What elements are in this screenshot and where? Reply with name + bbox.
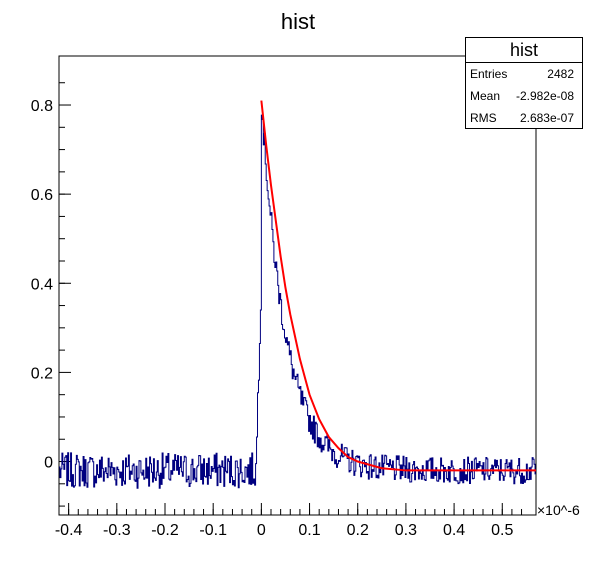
x-tick-label: -0.3 (103, 522, 131, 539)
entries-label: Entries (470, 67, 508, 81)
x-multiplier-label: ×10^-6 (537, 502, 580, 518)
y-axis: 0 0.2 0.4 0.6 0.8 (31, 82, 71, 507)
entries-value: 2482 (547, 67, 574, 81)
rms-label: RMS (470, 111, 497, 125)
rms-value: 2.683e-07 (519, 111, 574, 125)
stats-row-entries: Entries 2482 (466, 63, 582, 85)
y-tick-label: 0.6 (31, 187, 53, 204)
x-tick-label: 0.4 (443, 522, 465, 539)
x-tick-label: 0.1 (298, 522, 320, 539)
x-tick-label: 0 (257, 522, 266, 539)
y-tick-label: 0.2 (31, 365, 53, 382)
mean-value: -2.982e-08 (515, 89, 574, 103)
x-tick-label: -0.2 (151, 522, 179, 539)
x-tick-label: 0.2 (347, 522, 369, 539)
x-tick-label: -0.1 (199, 522, 227, 539)
stats-title: hist (466, 38, 582, 63)
fit-layer (260, 100, 536, 472)
y-tick-label: 0 (44, 455, 53, 472)
x-axis: -0.4 -0.3 -0.2 -0.1 0 0.1 0.2 0.3 0.4 0.5 (55, 503, 523, 539)
stats-row-mean: Mean -2.982e-08 (466, 85, 582, 107)
y-tick-label: 0.8 (31, 98, 53, 115)
histogram-layer (59, 114, 536, 489)
x-tick-label: -0.4 (55, 522, 83, 539)
y-tick-label: 0.4 (31, 276, 53, 293)
mean-label: Mean (470, 89, 501, 103)
x-tick-label: 0.3 (395, 522, 417, 539)
x-tick-label: 0.5 (491, 522, 513, 539)
plot-frame (58, 55, 537, 516)
stats-row-rms: RMS 2.683e-07 (466, 107, 582, 129)
fit-curve (260, 100, 536, 472)
histogram-bars (59, 114, 536, 489)
stats-box: hist Entries 2482 Mean -2.982e-08 RMS 2.… (465, 37, 583, 129)
chart-title: hist (281, 9, 315, 34)
